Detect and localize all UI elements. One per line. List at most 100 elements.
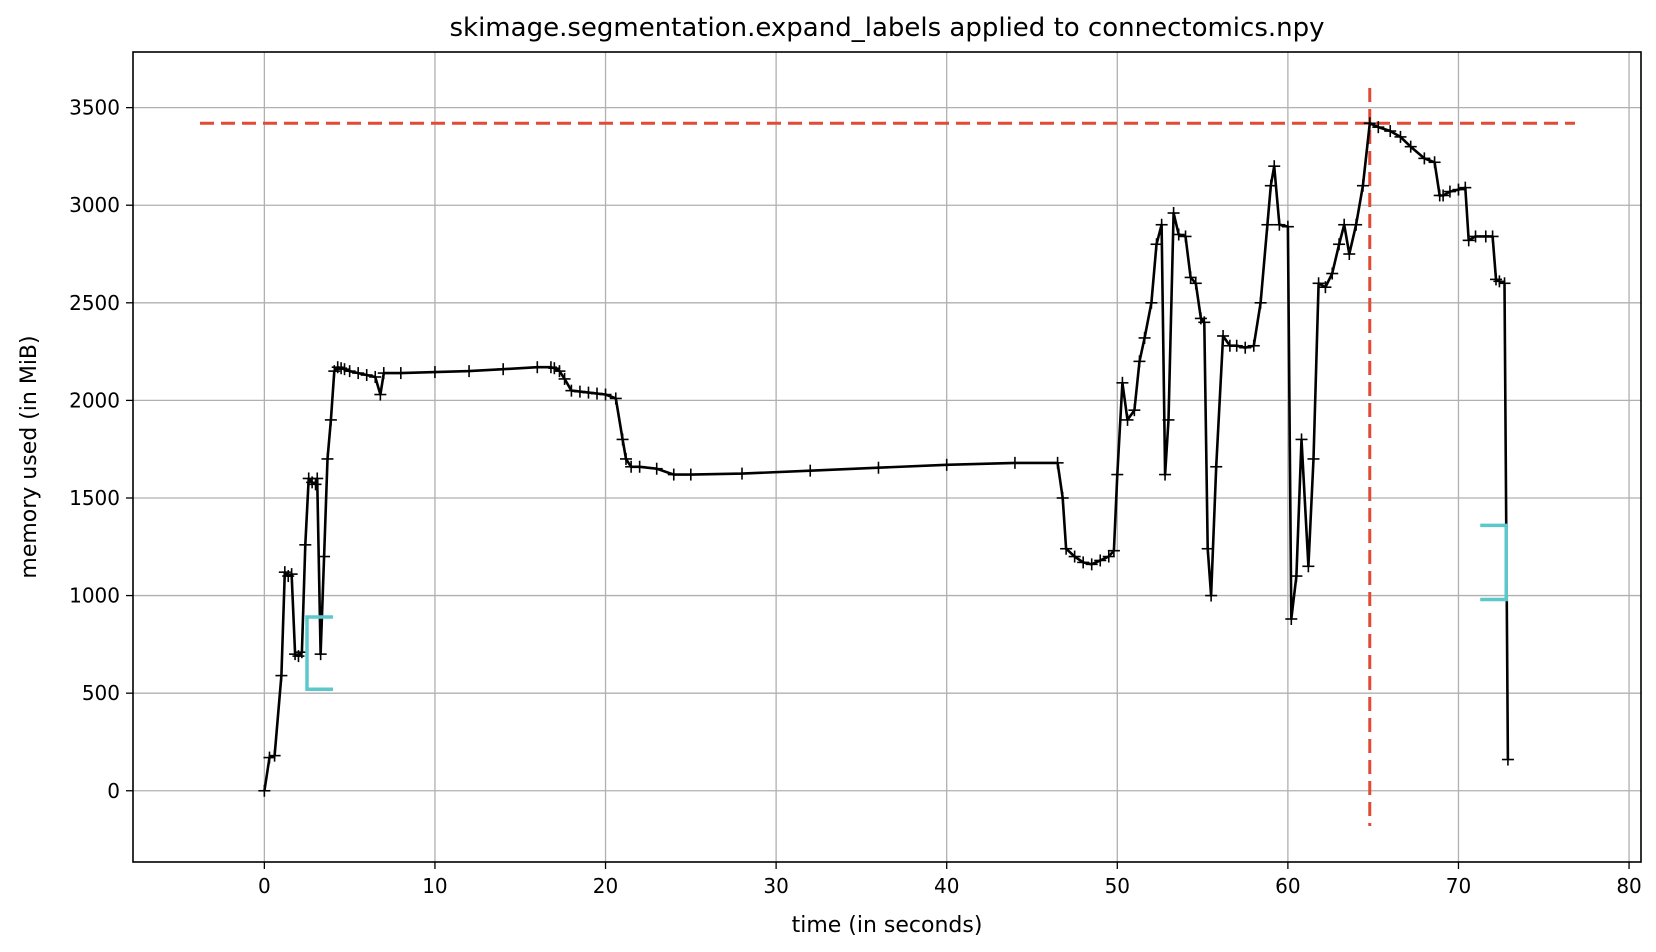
data-point <box>1493 275 1506 288</box>
data-point <box>1268 160 1281 173</box>
data-point <box>324 413 337 426</box>
brackets <box>305 523 1508 692</box>
call-start-bracket <box>305 615 333 692</box>
y-tick-label: 3500 <box>69 96 120 120</box>
data-point <box>1285 613 1298 625</box>
data-point <box>343 365 356 378</box>
data-point <box>497 363 510 376</box>
data-point <box>650 462 663 475</box>
call-end-bracket <box>1480 523 1508 602</box>
data-point <box>311 472 324 485</box>
data-point <box>1452 183 1465 196</box>
plot-frame <box>132 51 1642 863</box>
data-point <box>428 366 441 379</box>
data-point <box>352 367 365 380</box>
data-point <box>338 363 351 376</box>
data-point <box>1307 452 1320 465</box>
x-tick-label: 0 <box>258 874 271 898</box>
data-point <box>1128 404 1141 417</box>
data-point <box>1428 156 1441 169</box>
data-point <box>1133 355 1146 368</box>
data-point <box>1068 550 1081 563</box>
data-point <box>1264 179 1277 192</box>
data-point <box>1290 570 1303 583</box>
data-point <box>1077 556 1090 569</box>
data-point <box>1302 560 1315 573</box>
data-point <box>1111 468 1124 481</box>
y-tick-label: 2000 <box>69 388 120 412</box>
data-point <box>553 365 566 378</box>
data-point <box>1138 331 1151 344</box>
data-point <box>1404 140 1417 153</box>
data-point <box>1051 456 1064 469</box>
data-point <box>1469 230 1482 243</box>
series <box>258 117 1514 797</box>
data-point <box>1107 544 1120 557</box>
data-point <box>1319 281 1332 294</box>
data-point <box>1060 542 1073 555</box>
x-tick-label: 50 <box>1105 874 1130 898</box>
data-point <box>394 367 407 380</box>
data-point <box>1159 468 1172 481</box>
data-point <box>1462 234 1475 247</box>
data-point <box>1172 228 1185 241</box>
y-tick-label: 0 <box>107 779 120 803</box>
data-point <box>531 361 544 374</box>
data-point <box>1459 181 1472 194</box>
data-point <box>940 458 953 471</box>
data-point <box>667 468 680 481</box>
data-point <box>1372 121 1385 134</box>
data-point <box>275 669 288 682</box>
data-point <box>1205 589 1218 602</box>
data-point <box>463 365 476 378</box>
data-point <box>1239 341 1252 354</box>
y-tick-label: 2500 <box>69 291 120 315</box>
data-point <box>1201 542 1214 555</box>
data-point <box>1230 339 1243 352</box>
x-tick-label: 70 <box>1446 874 1471 898</box>
data-point <box>591 387 603 400</box>
data-point <box>1210 460 1223 473</box>
y-tick-label: 1000 <box>69 584 120 608</box>
data-point <box>258 784 271 797</box>
data-point <box>1198 316 1211 329</box>
data-point <box>1295 433 1308 446</box>
data-point <box>616 433 629 446</box>
x-axis: 0 10 20 30 40 50 60 70 80 <box>258 862 1642 898</box>
x-tick-label: 60 <box>1275 874 1300 898</box>
data-point <box>609 392 622 405</box>
data-point <box>369 370 382 383</box>
data-point <box>1418 152 1431 165</box>
data-point <box>309 478 322 491</box>
y-tick-label: 1500 <box>69 486 120 510</box>
data-point <box>1356 179 1369 192</box>
x-axis-label: time (in seconds) <box>792 913 983 938</box>
data-point <box>736 467 748 480</box>
data-point <box>1343 248 1356 261</box>
data-point <box>633 460 646 473</box>
data-point <box>565 384 578 397</box>
data-point <box>1102 550 1115 563</box>
data-point <box>1162 413 1175 426</box>
data-point <box>1394 130 1407 143</box>
data-point <box>1363 117 1376 130</box>
data-point <box>1184 271 1197 284</box>
data-point <box>573 385 586 398</box>
y-axis-label: memory used (in MiB) <box>17 335 42 578</box>
data-point <box>1273 218 1286 231</box>
data-point <box>1116 376 1129 389</box>
data-point <box>1486 230 1499 243</box>
data-point <box>558 372 571 385</box>
data-point <box>263 751 276 764</box>
x-tick-label: 20 <box>593 874 618 898</box>
data-point <box>1094 554 1107 567</box>
data-point <box>620 452 632 465</box>
x-tick-label: 80 <box>1616 874 1641 898</box>
data-point <box>548 362 561 375</box>
data-point <box>1085 558 1098 571</box>
data-point <box>374 388 387 401</box>
data-point <box>1189 277 1202 290</box>
data-point <box>321 452 334 465</box>
data-point <box>1443 185 1456 198</box>
